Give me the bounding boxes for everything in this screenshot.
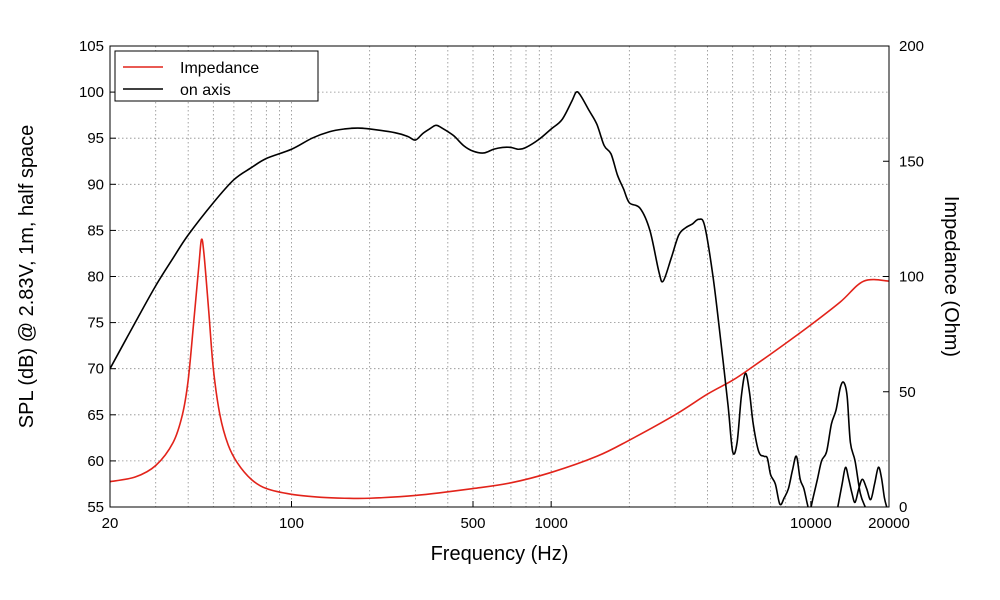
x-tick-label: 10000 [790,515,832,532]
impedance-curve [110,238,889,500]
axis-ticks: 20 100 500 1000 10000 20000556065707580859095… [79,38,924,532]
x-tick-label: 500 [460,515,485,532]
x-tick-label: 20 [102,515,119,532]
legend: Impedance on axis [114,50,319,102]
left-y-tick-label: 75 [87,315,104,332]
x-tick-label: 1000 [534,515,567,532]
data-curves [110,91,889,507]
legend-label-impedance: Impedance [180,60,259,77]
right-y-tick-label: 0 [899,499,907,516]
left-y-tick-label: 80 [87,269,104,286]
left-y-tick-label: 55 [87,499,104,516]
left-y-tick-label: 85 [87,222,104,239]
x-tick-label: 20000 [868,515,910,532]
on-axis-curve [110,91,866,507]
left-y-axis-title: SPL (dB) @ 2.83V, 1m, half space [16,125,38,428]
left-y-tick-label: 90 [87,176,104,193]
right-y-tick-label: 50 [899,384,916,401]
grid [110,46,889,507]
right-y-tick-label: 200 [899,38,924,55]
right-y-tick-label: 100 [899,269,924,286]
legend-box [114,50,319,102]
right-y-tick-label: 150 [899,153,924,170]
x-tick-label: 100 [279,515,304,532]
left-y-tick-label: 70 [87,361,104,378]
left-y-tick-label: 60 [87,453,104,470]
left-y-tick-label: 100 [79,84,104,101]
left-y-tick-label: 105 [79,38,104,55]
x-axis-title: Frequency (Hz) [431,543,569,565]
left-y-tick-label: 65 [87,407,104,424]
on-axis-curve-segment [837,466,888,507]
right-y-axis-title: Impedance (Ohm) [940,196,962,357]
left-y-tick-label: 95 [87,130,104,147]
legend-label-on-axis: on axis [180,82,231,99]
